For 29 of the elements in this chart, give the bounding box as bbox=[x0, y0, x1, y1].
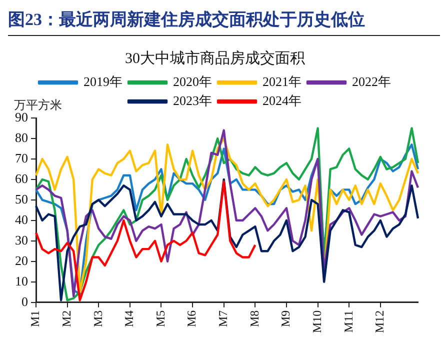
y-tick-label: 80 bbox=[15, 130, 28, 145]
x-tick-label: M3 bbox=[90, 310, 105, 327]
legend-label: 2023年 bbox=[173, 92, 212, 108]
x-tick-label: M9 bbox=[278, 310, 293, 327]
y-tick-label: 70 bbox=[15, 150, 28, 166]
legend-label: 2021年 bbox=[262, 74, 302, 89]
x-tick-label: M1 bbox=[28, 310, 42, 327]
x-tick-label: M11 bbox=[341, 310, 356, 333]
x-tick-label: M4 bbox=[122, 310, 136, 327]
x-tick-label: M12 bbox=[372, 310, 387, 333]
chart-subtitle: 30大中城市商品房成交面积 bbox=[125, 50, 305, 67]
y-tick-label: 40 bbox=[15, 212, 28, 227]
x-tick-label: M5 bbox=[153, 310, 168, 327]
x-tick-label: M8 bbox=[247, 310, 262, 327]
chart-title: 图23：最近两周新建住房成交面积处于历史低位 bbox=[8, 8, 440, 36]
x-tick-label: M7 bbox=[216, 310, 230, 327]
y-tick-label: 50 bbox=[15, 191, 28, 206]
legend-label: 2024年 bbox=[262, 92, 302, 108]
y-tick-label: 0 bbox=[22, 294, 28, 309]
x-tick-label: M6 bbox=[184, 310, 199, 327]
y-tick-label: 10 bbox=[15, 273, 28, 288]
legend-label: 2020年 bbox=[173, 74, 212, 89]
y-tick-label: 60 bbox=[15, 170, 28, 186]
y-tick-label: 30 bbox=[15, 232, 28, 248]
x-tick-label: M10 bbox=[310, 310, 324, 333]
x-tick-label: M2 bbox=[59, 310, 74, 327]
legend-label: 2019年 bbox=[84, 74, 122, 89]
legend-label: 2022年 bbox=[352, 74, 391, 89]
y-tick-label: 20 bbox=[15, 252, 28, 268]
